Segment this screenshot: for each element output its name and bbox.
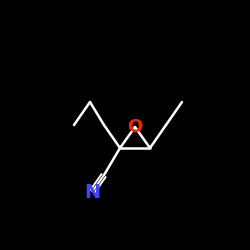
Text: N: N xyxy=(84,182,100,202)
Text: O: O xyxy=(128,118,142,136)
